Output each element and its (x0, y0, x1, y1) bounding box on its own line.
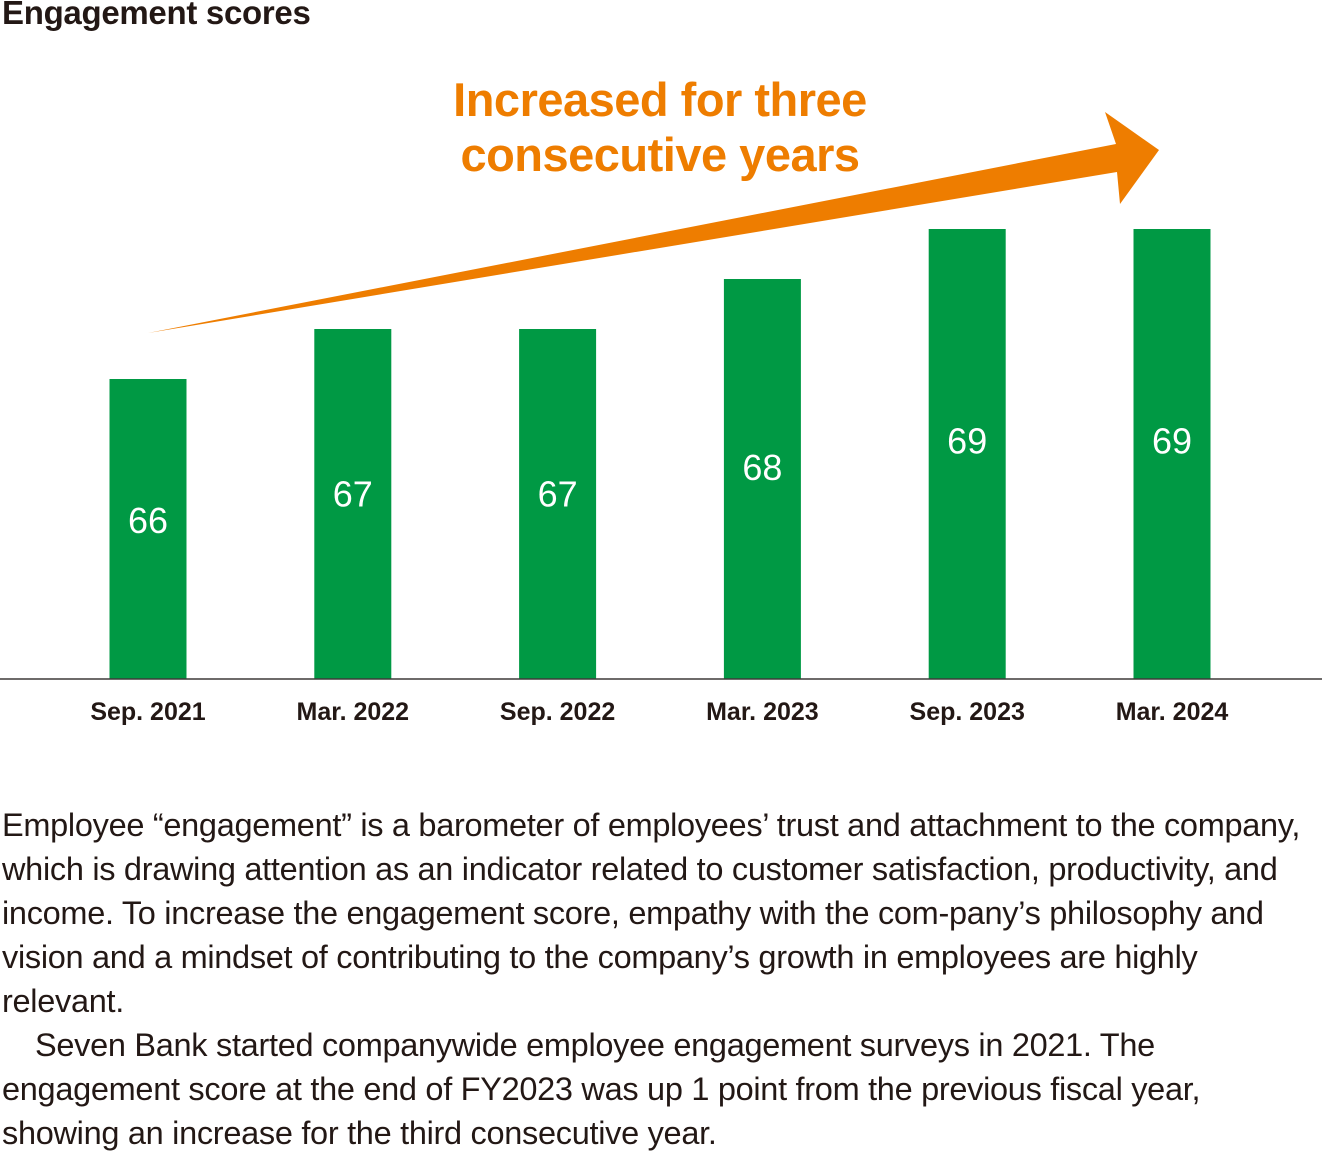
bar-chart: 66 Sep. 2021 67 Mar. 2022 67 Sep. 2022 68 Mar. … (0, 112, 1322, 727)
trend-annotation: Increased for three consecutive years (453, 73, 867, 181)
bars-layer (109, 229, 1211, 679)
x-tick-label-5: Mar. 2024 (1116, 698, 1229, 726)
bar-4 (928, 229, 1006, 679)
bar-1 (314, 329, 392, 679)
bar-value-label-1: 67 (333, 474, 373, 515)
bar-3 (723, 279, 801, 679)
x-tick-label-0: Sep. 2021 (90, 698, 205, 726)
description-paragraph-1: Employee “engagement” is a barometer of … (2, 807, 1301, 1019)
bar-value-label-5: 69 (1152, 421, 1192, 462)
x-tick-label-2: Sep. 2022 (500, 698, 615, 726)
description-paragraph-2: Seven Bank started companywide employee … (2, 1027, 1201, 1151)
bar-value-label-3: 68 (742, 447, 782, 488)
bar-value-label-0: 66 (128, 500, 168, 541)
x-tick-label-3: Mar. 2023 (706, 698, 819, 726)
description: Employee “engagement” is a barometer of … (2, 803, 1320, 1155)
bar-0 (109, 379, 187, 679)
x-tick-label-4: Sep. 2023 (910, 698, 1025, 726)
bar-value-label-4: 69 (947, 421, 987, 462)
x-tick-label-1: Mar. 2022 (297, 698, 410, 726)
bar-value-label-2: 67 (538, 474, 578, 515)
chart-title: Engagement scores (2, 0, 311, 31)
bar-2 (519, 329, 597, 679)
labels-layer: 66 Sep. 2021 67 Mar. 2022 67 Sep. 2022 68 Mar. … (90, 421, 1228, 727)
bar-5 (1133, 229, 1211, 679)
